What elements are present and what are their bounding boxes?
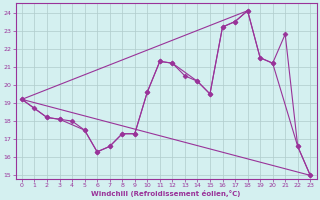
X-axis label: Windchill (Refroidissement éolien,°C): Windchill (Refroidissement éolien,°C) [92,190,241,197]
